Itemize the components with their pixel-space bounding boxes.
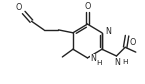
Text: H: H [122,59,128,65]
Text: N: N [90,54,96,63]
Text: N: N [115,58,120,67]
Text: N: N [105,27,111,36]
Text: O: O [84,2,91,11]
Text: H: H [96,60,102,66]
Text: O: O [15,3,22,12]
Text: O: O [129,38,135,47]
